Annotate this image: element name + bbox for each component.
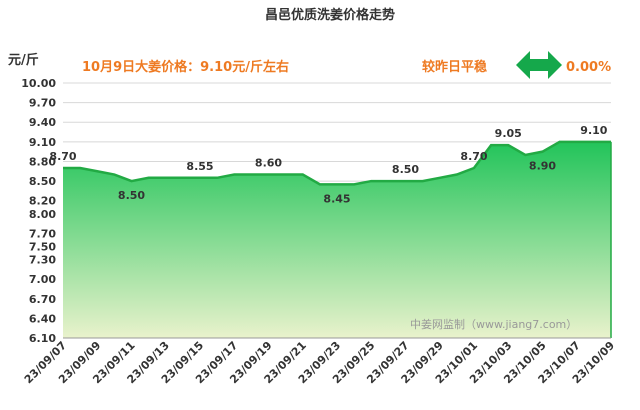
y-tick-label: 8.00 (29, 208, 56, 221)
y-tick-label: 9.70 (29, 97, 56, 110)
y-tick-label: 10.00 (21, 77, 56, 90)
double-arrow-icon (516, 51, 562, 79)
compare-label: 较昨日平稳 (422, 59, 487, 75)
chart-title: 昌邑优质洗姜价格走势 (265, 7, 395, 23)
y-axis-ticks: 6.10 6.40 6.70 7.00 7.307.507.70 8.008.20 8.50… (21, 77, 56, 345)
data-label: 8.55 (186, 160, 213, 173)
y-tick-label: 8.50 (29, 175, 56, 188)
y-tick-label: 7.70 (29, 227, 56, 240)
data-label: 8.90 (529, 160, 556, 173)
y-tick-label: 9.10 (29, 136, 56, 149)
data-label: 8.70 (49, 150, 76, 163)
data-labels: 8.70 8.50 8.55 8.60 8.45 8.50 8.70 9.05 8.90 9.10 (49, 124, 607, 206)
data-label: 8.45 (323, 192, 350, 205)
price-note: 10月9日大姜价格：9.10元/斤左右 (82, 59, 289, 75)
data-label: 8.70 (460, 150, 487, 163)
series-line (63, 140, 611, 186)
plot-area (63, 140, 612, 339)
y-tick-label: 6.10 (29, 332, 56, 345)
data-label: 9.10 (580, 124, 607, 137)
y-tick-label: 8.20 (29, 195, 56, 208)
y-tick-label: 7.30 (29, 254, 56, 267)
data-label: 8.50 (392, 163, 419, 176)
watermark: 中姜网监制（www.jiang7.com） (410, 317, 577, 331)
area-fill (63, 141, 611, 338)
y-tick-label: 7.50 (29, 240, 56, 253)
y-tick-label: 6.70 (29, 293, 56, 306)
y-tick-label: 7.00 (29, 273, 56, 286)
change-value: 0.00% (566, 60, 611, 75)
y-tick-label: 6.40 (29, 312, 56, 325)
x-axis-ticks: 23/09/0723/09/0923/09/1123/09/1323/09/15… (22, 339, 617, 386)
data-label: 9.05 (495, 127, 522, 140)
y-axis-unit: 元/斤 (8, 52, 39, 68)
y-tick-label: 9.40 (29, 116, 56, 129)
data-label: 8.50 (118, 189, 145, 202)
y-tick-label: 8.80 (29, 155, 56, 168)
data-label: 8.60 (255, 157, 282, 170)
